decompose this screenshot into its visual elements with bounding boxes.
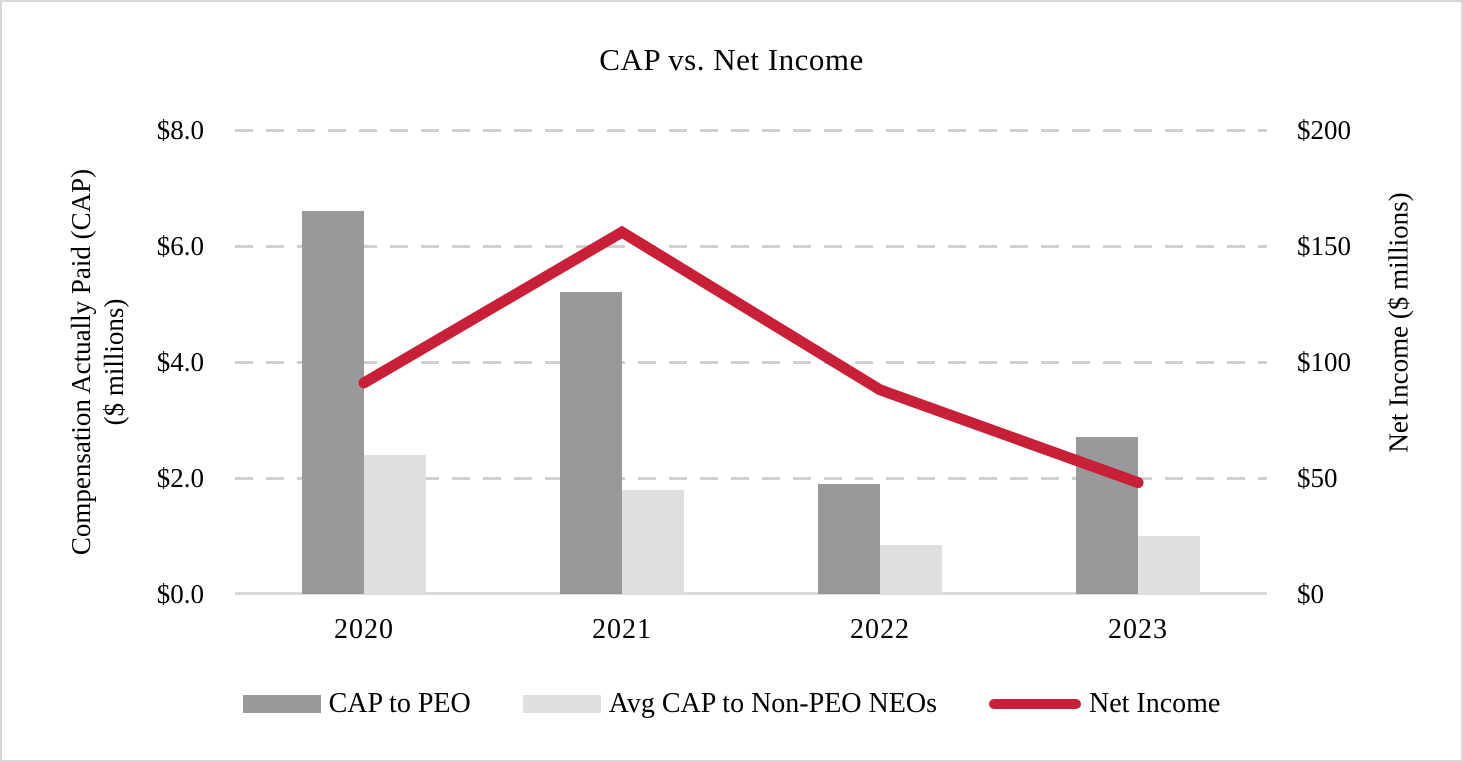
bar-cap-to-peo-2021 — [560, 292, 622, 594]
right-tick-$100: $100 — [1297, 347, 1351, 377]
legend-swatch-bar — [242, 695, 321, 713]
plot-area — [235, 129, 1267, 595]
x-axis-line — [235, 592, 1267, 595]
left-tick-$8.0: $8.0 — [156, 115, 204, 145]
gridline-$2.0 — [235, 477, 1267, 480]
legend-swatch-bar — [522, 695, 601, 713]
legend-item-net-income: Net Income — [988, 688, 1221, 720]
right-tick-$150: $150 — [1297, 231, 1351, 261]
right-tick-$200: $200 — [1297, 115, 1351, 145]
left-tick-$2.0: $2.0 — [156, 463, 204, 493]
left-tick-$6.0: $6.0 — [156, 231, 204, 261]
bar-avg-cap-to-non-peo-neos-2021 — [622, 489, 684, 594]
right-tick-$0: $0 — [1297, 579, 1324, 609]
legend-item-cap-to-peo: CAP to PEO — [242, 688, 471, 720]
x-label-2022: 2022 — [850, 614, 910, 645]
net-income-polyline — [358, 225, 1144, 489]
x-label-2023: 2023 — [1108, 614, 1168, 645]
right-axis-title: Net Income ($ millions) — [1383, 192, 1414, 453]
legend-label: CAP to PEO — [328, 688, 471, 719]
gridline-$4.0 — [235, 361, 1267, 364]
gridline-$6.0 — [235, 245, 1267, 248]
legend-label: Net Income — [1088, 688, 1221, 719]
left-tick-$0.0: $0.0 — [156, 579, 204, 609]
bar-avg-cap-to-non-peo-neos-2020 — [364, 454, 426, 594]
x-label-2020: 2020 — [334, 614, 394, 645]
chart-title: CAP vs. Net Income — [599, 42, 864, 77]
legend-swatch-line — [988, 699, 1081, 709]
gridline-$8.0 — [235, 129, 1267, 132]
legend-item-avg-cap-to-non-peo-neos: Avg CAP to Non-PEO NEOs — [522, 688, 937, 720]
bar-cap-to-peo-2022 — [818, 483, 880, 594]
legend-label: Avg CAP to Non-PEO NEOs — [608, 688, 937, 719]
x-label-2021: 2021 — [592, 614, 652, 645]
legend: CAP to PEO Avg CAP to Non-PEO NEOs Net Inc… — [2, 688, 1461, 720]
bar-avg-cap-to-non-peo-neos-2022 — [880, 544, 942, 594]
bar-avg-cap-to-non-peo-neos-2023 — [1138, 536, 1200, 594]
net-income-line — [358, 225, 1144, 489]
left-tick-$4.0: $4.0 — [156, 347, 204, 377]
bar-cap-to-peo-2020 — [302, 211, 364, 594]
right-tick-$50: $50 — [1297, 463, 1338, 493]
